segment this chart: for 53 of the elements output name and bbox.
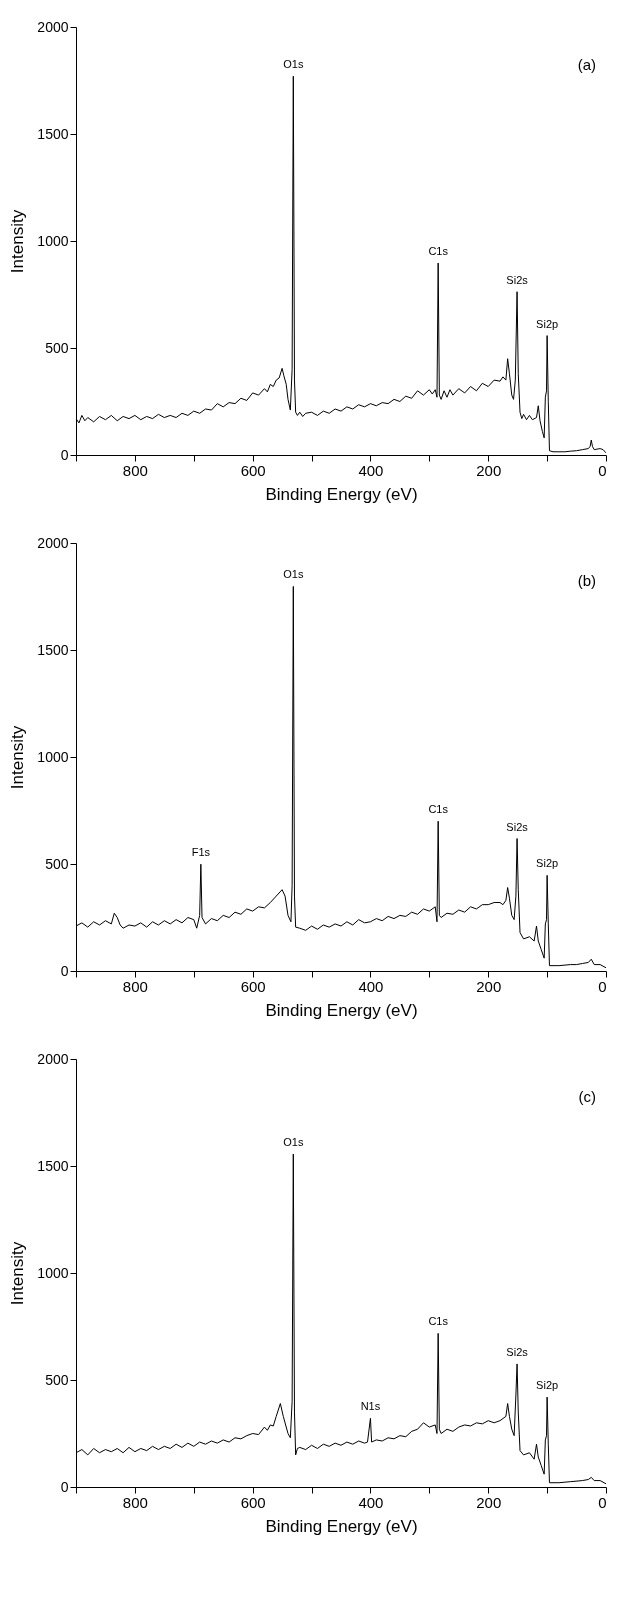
x-axis-title: Binding Energy (eV) [265, 1516, 418, 1536]
x-tick-label: 600 [240, 1493, 266, 1511]
y-tick-label: 1000 [37, 1264, 69, 1281]
annotation: (c) [578, 1088, 596, 1105]
y-tick-label: 2000 [37, 18, 69, 35]
y-axis-title: Intensity [8, 725, 28, 790]
y-tick-label: 2000 [37, 1050, 69, 1067]
x-tick-label: 600 [240, 461, 266, 479]
annotation: Si2p [536, 857, 559, 870]
x-tick-label: 200 [476, 1493, 502, 1511]
annotation: Si2p [536, 1379, 559, 1392]
annotation: N1s [360, 1400, 381, 1413]
x-tick-label: 0 [598, 977, 607, 995]
y-tick-label: 1500 [37, 1157, 69, 1174]
y-tick-label: 1000 [37, 748, 69, 765]
y-tick-label: 0 [60, 1478, 69, 1495]
y-tick-label: 1500 [37, 641, 69, 658]
annotation: Si2p [536, 317, 559, 330]
annotation: (b) [577, 572, 596, 589]
y-tick-label: 0 [60, 962, 69, 979]
x-tick-label: 0 [598, 1493, 607, 1511]
annotation: C1s [428, 803, 449, 816]
annotation: O1s [283, 1136, 304, 1149]
x-tick-label: 400 [358, 461, 384, 479]
annotation: C1s [428, 1315, 449, 1328]
y-axis-title: Intensity [8, 1241, 28, 1306]
x-tick-label: 800 [122, 461, 148, 479]
x-tick-label: 600 [240, 977, 266, 995]
x-tick-label: 800 [122, 1493, 148, 1511]
annotation: O1s [283, 58, 304, 71]
x-tick-label: 400 [358, 977, 384, 995]
x-axis-title: Binding Energy (eV) [265, 484, 418, 504]
x-tick-label: 400 [358, 1493, 384, 1511]
y-tick-label: 500 [45, 339, 69, 356]
annotation: O1s [283, 568, 304, 581]
y-tick-label: 2000 [37, 534, 69, 551]
x-tick-label: 200 [476, 977, 502, 995]
annotation: C1s [428, 245, 449, 258]
y-tick-label: 500 [45, 1371, 69, 1388]
x-tick-label: 0 [598, 461, 607, 479]
annotation: Si2s [506, 273, 529, 286]
x-tick-label: 200 [476, 461, 502, 479]
y-tick-label: 0 [60, 446, 69, 463]
annotation: Si2s [506, 1345, 529, 1358]
y-axis-title: Intensity [8, 209, 28, 274]
x-axis-title: Binding Energy (eV) [265, 1000, 418, 1020]
annotation: F1s [191, 846, 211, 859]
y-tick-label: 500 [45, 855, 69, 872]
annotation: (a) [577, 56, 596, 73]
annotation: Si2s [506, 820, 529, 833]
x-tick-label: 800 [122, 977, 148, 995]
y-tick-label: 1500 [37, 125, 69, 142]
y-tick-label: 1000 [37, 232, 69, 249]
